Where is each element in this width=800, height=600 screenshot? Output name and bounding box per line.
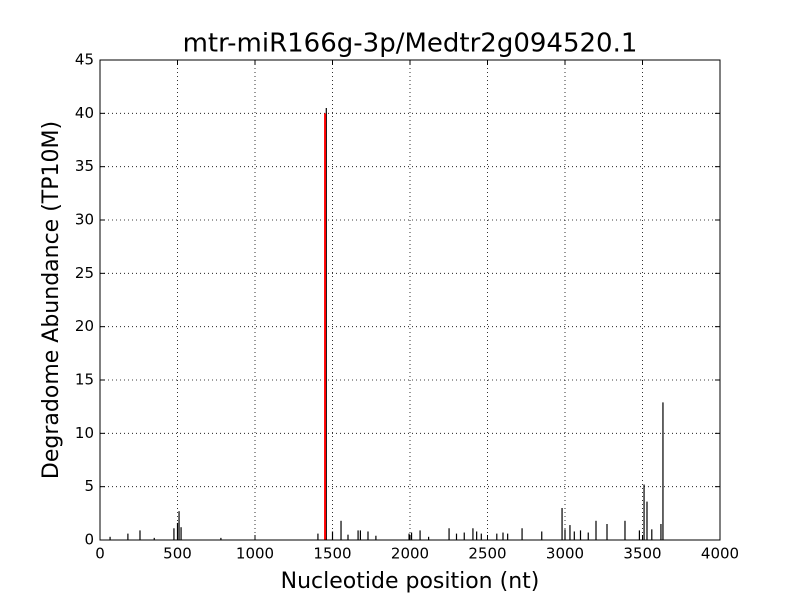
y-axis-label: Degradome Abundance (TP10M) — [39, 121, 64, 479]
y-tick-label: 10 — [75, 424, 94, 442]
y-tick-label: 15 — [75, 371, 94, 389]
x-tick-label: 1500 — [313, 545, 351, 563]
x-tick-label: 1000 — [236, 545, 274, 563]
y-tick-label: 30 — [75, 211, 94, 229]
y-tick-label: 5 — [84, 477, 94, 495]
y-tick-label: 35 — [75, 157, 94, 175]
x-axis-label: Nucleotide position (nt) — [281, 569, 540, 594]
x-tick-label: 0 — [95, 545, 105, 563]
x-tick-label: 500 — [163, 545, 192, 563]
y-tick-label: 0 — [84, 531, 94, 549]
plot: 0 5 10 15 20 25 30 35 40 45 0 500 1000 1500 2000 2500 30… — [75, 51, 739, 563]
x-tick-label: 2500 — [468, 545, 506, 563]
x-tick-label: 3000 — [546, 545, 584, 563]
x-tick-label: 3500 — [623, 545, 661, 563]
x-tick-label: 4000 — [701, 545, 739, 563]
y-tick-label: 40 — [75, 104, 94, 122]
chart-title: mtr-miR166g-3p/Medtr2g094520.1 — [183, 29, 638, 59]
y-tick-label: 20 — [75, 317, 94, 335]
y-tick-label: 45 — [75, 51, 94, 69]
plot-frame — [99, 59, 721, 541]
x-tick-label: 2000 — [391, 545, 429, 563]
y-tick-label: 25 — [75, 264, 94, 282]
